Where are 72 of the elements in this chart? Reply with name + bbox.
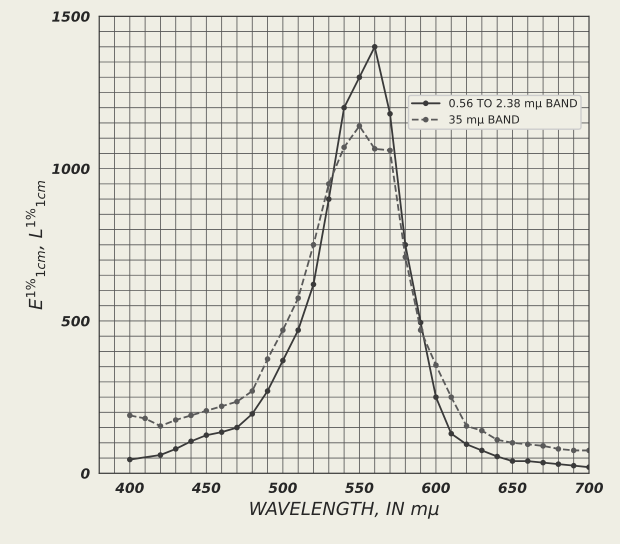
- point: [341, 104, 347, 110]
- point: [341, 144, 347, 150]
- point: [570, 462, 576, 468]
- point: [540, 460, 546, 466]
- point: [524, 442, 531, 448]
- point: [326, 196, 332, 202]
- point: [204, 432, 210, 438]
- point: [464, 442, 470, 448]
- point: [188, 412, 194, 418]
- point: [295, 295, 301, 301]
- point: [264, 356, 270, 362]
- point: [464, 423, 470, 429]
- point: [402, 254, 408, 260]
- point: [448, 430, 454, 436]
- legend-label: 0.56 TO 2.38 mμ BAND: [449, 98, 578, 110]
- point: [494, 454, 500, 460]
- x-tick-label: 700: [576, 482, 603, 494]
- x-axis-title: WAVELENGTH, IN mμ: [250, 502, 439, 519]
- point: [280, 327, 286, 333]
- point: [494, 436, 500, 443]
- point: [310, 242, 316, 248]
- point: [540, 443, 546, 449]
- point: [556, 446, 562, 452]
- point: [479, 428, 485, 434]
- point: [326, 181, 332, 187]
- point: [127, 412, 133, 418]
- point: [433, 362, 439, 368]
- legend-label: 35 mμ BAND: [449, 115, 520, 126]
- point: [510, 458, 516, 464]
- y-tick-label: 0: [81, 468, 90, 479]
- point: [188, 438, 194, 444]
- x-tick-label: 650: [498, 482, 526, 494]
- point: [295, 327, 301, 333]
- point: [372, 146, 378, 152]
- point: [356, 74, 362, 80]
- x-tick-label: 500: [268, 482, 297, 494]
- y-tick-label: 1500: [52, 11, 90, 22]
- point: [356, 123, 362, 129]
- point: [158, 452, 164, 458]
- x-tick-label: 550: [345, 482, 374, 494]
- point: [218, 429, 224, 435]
- point: [158, 423, 164, 429]
- point: [433, 394, 439, 400]
- point: [249, 411, 256, 417]
- point: [372, 44, 378, 50]
- point: [479, 448, 485, 454]
- point: [264, 388, 270, 394]
- point: [234, 424, 240, 430]
- point: [524, 458, 531, 464]
- point: [172, 417, 179, 423]
- point: [218, 403, 224, 410]
- x-tick-label: 450: [192, 482, 220, 494]
- point: [280, 358, 286, 364]
- point: [510, 440, 516, 446]
- point: [127, 456, 133, 462]
- point: [234, 398, 240, 404]
- y-tick-label: 500: [61, 316, 90, 326]
- point: [387, 111, 393, 117]
- point: [310, 282, 316, 288]
- point: [570, 448, 576, 454]
- point: [556, 461, 562, 467]
- point: [448, 394, 454, 400]
- x-tick-label: 600: [422, 482, 450, 494]
- point: [142, 416, 148, 422]
- x-tick-label: 400: [115, 482, 144, 494]
- point: [249, 388, 256, 394]
- y-tick-label: 1000: [52, 164, 90, 174]
- y-axis-title: E$^{1%}$$_{1cm}$, L$^{1%}$$_{1cm}$: [26, 181, 46, 310]
- point: [204, 408, 210, 414]
- point: [418, 327, 424, 333]
- point: [387, 148, 393, 154]
- point: [172, 446, 179, 452]
